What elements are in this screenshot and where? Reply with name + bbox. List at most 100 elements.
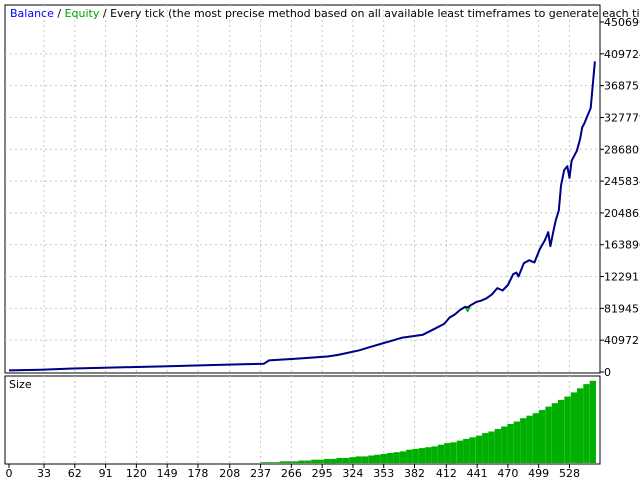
legend-separator: / bbox=[54, 7, 65, 20]
y-tick-label: 204862 bbox=[604, 207, 640, 220]
size-bar bbox=[361, 456, 369, 463]
x-tick-label: 237 bbox=[250, 467, 271, 480]
main-grid bbox=[5, 5, 600, 373]
size-bar bbox=[406, 449, 413, 463]
legend-balance: Balance bbox=[10, 7, 54, 20]
size-bar bbox=[545, 406, 552, 463]
test-mode-text: Every tick (the most precise method base… bbox=[110, 7, 640, 20]
size-bar bbox=[558, 399, 565, 463]
x-tick-label: 62 bbox=[68, 467, 82, 480]
x-tick-label: 441 bbox=[467, 467, 488, 480]
size-bar bbox=[482, 433, 489, 463]
y-tick-label: 163890 bbox=[604, 239, 640, 252]
y-tick-label: 368752 bbox=[604, 80, 640, 93]
size-bar bbox=[412, 448, 419, 463]
size-bar bbox=[317, 459, 324, 463]
size-bar bbox=[355, 456, 362, 463]
y-tick-label: 450696 bbox=[604, 16, 640, 29]
x-tick-label: 295 bbox=[312, 467, 333, 480]
size-bar bbox=[501, 426, 508, 463]
size-bar bbox=[456, 440, 464, 463]
series-layer bbox=[8, 61, 596, 372]
legend-equity: Equity bbox=[65, 7, 100, 20]
size-bar bbox=[393, 452, 400, 463]
size-bar bbox=[330, 458, 337, 464]
size-bar bbox=[387, 453, 394, 463]
x-tick-label: 324 bbox=[342, 467, 363, 480]
size-bar bbox=[507, 424, 514, 463]
size-bar bbox=[349, 457, 356, 463]
y-tick-label: 81945 bbox=[604, 302, 639, 315]
size-bar bbox=[311, 459, 318, 463]
size-bar bbox=[374, 454, 381, 463]
x-tick-label: 266 bbox=[281, 467, 302, 480]
y-tick-label: 40972 bbox=[604, 334, 639, 347]
x-tick-label: 499 bbox=[528, 467, 549, 480]
balance-line bbox=[8, 61, 596, 372]
x-tick-label: 120 bbox=[126, 467, 147, 480]
x-tick-label: 0 bbox=[6, 467, 13, 480]
size-bar bbox=[273, 462, 280, 463]
y-tick-label: 409724 bbox=[604, 48, 640, 61]
size-panel-label: Size bbox=[9, 378, 32, 391]
legend-separator-2: / bbox=[99, 7, 110, 20]
size-bar bbox=[285, 461, 293, 463]
size-bar bbox=[368, 455, 375, 463]
size-bar bbox=[450, 442, 457, 464]
size-bar bbox=[418, 448, 426, 463]
size-bar bbox=[323, 458, 331, 464]
size-bar bbox=[589, 380, 596, 463]
size-bar bbox=[583, 384, 590, 463]
size-bar bbox=[475, 435, 483, 463]
size-bar bbox=[399, 451, 407, 463]
x-tick-label: 382 bbox=[404, 467, 425, 480]
size-bar bbox=[469, 437, 476, 463]
x-tick-label: 208 bbox=[219, 467, 240, 480]
x-tick-label: 470 bbox=[497, 467, 518, 480]
size-bar bbox=[463, 438, 470, 463]
x-tick-label: 91 bbox=[99, 467, 113, 480]
y-tick-label: 245834 bbox=[604, 175, 640, 188]
size-bar bbox=[444, 443, 451, 463]
size-bar bbox=[577, 388, 584, 463]
y-tick-label: 122917 bbox=[604, 271, 640, 284]
size-bar bbox=[431, 446, 438, 463]
size-bar bbox=[539, 409, 546, 463]
main-plot-frame bbox=[4, 4, 601, 374]
y-axis-ticks: 450696 409724 368752 327779 286807 245834 2048… bbox=[600, 16, 640, 379]
size-bar bbox=[298, 460, 305, 463]
size-bar bbox=[380, 453, 388, 463]
size-bar bbox=[488, 431, 495, 463]
size-bar bbox=[526, 415, 533, 463]
size-bar bbox=[437, 444, 445, 463]
size-bar bbox=[336, 458, 343, 463]
x-axis-ticks: 0 33 62 91 120 149 178 208 237 266 295 324 353 382 412… bbox=[6, 464, 580, 480]
x-tick-label: 178 bbox=[187, 467, 208, 480]
size-bar bbox=[551, 403, 558, 463]
y-tick-label: 286807 bbox=[604, 143, 640, 156]
header-legend: Balance / Equity / Every tick (the most … bbox=[10, 7, 640, 20]
size-bars bbox=[260, 380, 596, 464]
x-tick-label: 33 bbox=[37, 467, 51, 480]
size-bar bbox=[292, 461, 299, 463]
size-bar bbox=[532, 413, 539, 463]
x-tick-label: 412 bbox=[436, 467, 457, 480]
size-bar bbox=[494, 429, 501, 463]
size-bar bbox=[425, 447, 432, 463]
x-tick-label: 149 bbox=[157, 467, 178, 480]
size-bar bbox=[513, 421, 520, 463]
x-tick-label: 528 bbox=[559, 467, 580, 480]
size-bar bbox=[342, 458, 350, 463]
size-bar bbox=[520, 418, 527, 463]
size-bar bbox=[279, 461, 286, 463]
size-bar bbox=[304, 460, 312, 463]
y-tick-label: 0 bbox=[604, 366, 611, 379]
x-tick-label: 353 bbox=[373, 467, 394, 480]
size-bar bbox=[564, 396, 571, 463]
size-bar bbox=[266, 462, 274, 463]
size-bar bbox=[570, 392, 577, 463]
y-tick-label: 327779 bbox=[604, 111, 640, 124]
size-bar bbox=[260, 462, 267, 463]
